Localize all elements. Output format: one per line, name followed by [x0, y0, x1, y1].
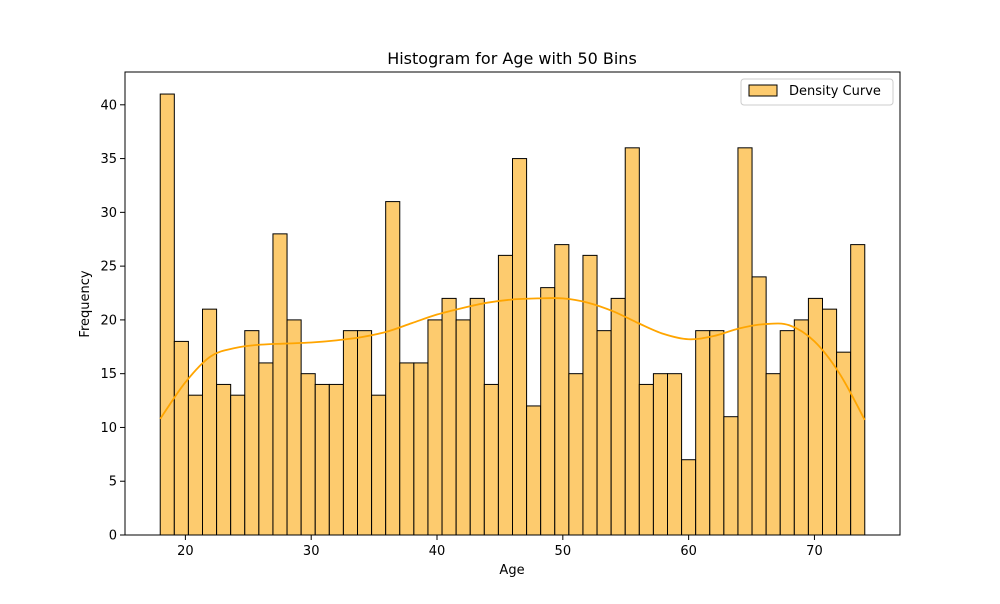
histogram-bar: [173, 340, 189, 536]
legend-label: Density Curve: [789, 84, 881, 99]
x-tick-label: 60: [680, 544, 697, 559]
histogram-bar: [441, 297, 457, 536]
histogram-bar: [483, 383, 499, 536]
histogram-bar: [342, 330, 358, 536]
histogram-bar: [709, 330, 725, 536]
histogram-bar: [737, 147, 753, 536]
histogram-bar: [159, 93, 175, 536]
y-tick-label: 10: [100, 421, 117, 436]
plot-frame: [124, 71, 901, 536]
histogram-bar: [455, 319, 471, 536]
histogram-bar: [568, 373, 584, 536]
legend-swatch: [748, 84, 778, 97]
x-tick-label: 40: [429, 544, 446, 559]
histogram-bar: [216, 383, 232, 536]
histogram-bar: [258, 362, 274, 536]
histogram-bar: [512, 158, 528, 536]
histogram-bar: [652, 373, 669, 536]
histogram-bar: [469, 297, 485, 536]
histogram-bar: [850, 244, 866, 536]
x-axis-ticks: 20 30 40 50 60 70: [177, 535, 823, 559]
histogram-bar: [596, 330, 612, 536]
histogram-bar: [540, 287, 556, 536]
y-tick-label: 15: [100, 367, 117, 382]
histogram-bar: [328, 383, 344, 536]
histogram-bar: [230, 394, 246, 536]
y-tick-label: 0: [109, 529, 117, 544]
y-tick-label: 40: [100, 98, 117, 113]
histogram-bar: [582, 254, 598, 536]
y-tick-label: 30: [100, 206, 117, 221]
histogram-bar: [765, 373, 781, 536]
histogram-bar: [554, 244, 570, 536]
density-curve-line: [159, 297, 866, 421]
histogram-bar: [695, 330, 711, 536]
histogram-bar: [314, 383, 330, 536]
x-tick-label: 50: [555, 544, 572, 559]
histogram-bar: [526, 405, 542, 536]
y-axis-label: Frequency: [78, 270, 93, 337]
density-curve-group: [159, 297, 866, 421]
y-tick-label: 5: [109, 475, 117, 490]
x-tick-label: 70: [806, 544, 823, 559]
histogram-bar: [624, 147, 640, 536]
histogram-bar: [385, 201, 401, 536]
chart-title: Histogram for Age with 50 Bins: [387, 49, 637, 68]
histogram-bar: [300, 373, 316, 536]
histogram-bar: [638, 383, 654, 536]
y-tick-label: 35: [100, 152, 117, 167]
histogram-bar: [244, 330, 260, 536]
histogram-bar: [751, 276, 767, 536]
histogram-bar: [272, 233, 288, 536]
histogram-bar: [357, 330, 373, 536]
histogram-bar: [779, 330, 795, 536]
histogram-bar: [399, 362, 415, 536]
x-tick-label: 20: [177, 544, 194, 559]
histogram-bar: [807, 297, 824, 536]
x-axis-label: Age: [499, 563, 524, 578]
y-axis-ticks: 0 5 10 15 20 25 30 35 40: [100, 98, 125, 544]
histogram-bar: [793, 319, 809, 536]
histogram-bar: [681, 459, 697, 536]
legend-box: [740, 78, 894, 106]
histogram-bar: [202, 308, 218, 536]
histogram-bar: [286, 319, 302, 536]
histogram-bar: [497, 254, 513, 536]
histogram-bar: [413, 362, 429, 536]
histogram-bar: [427, 319, 443, 536]
x-tick-label: 30: [303, 544, 320, 559]
histogram-bar: [371, 394, 387, 536]
y-tick-label: 20: [100, 313, 117, 328]
histogram-bar: [187, 394, 203, 536]
histogram-bar: [667, 373, 683, 536]
legend: Density Curve: [740, 78, 894, 106]
y-tick-label: 25: [100, 260, 117, 275]
histogram-bar: [822, 308, 838, 536]
histogram-bar: [610, 297, 626, 536]
histogram-bar: [723, 416, 739, 536]
